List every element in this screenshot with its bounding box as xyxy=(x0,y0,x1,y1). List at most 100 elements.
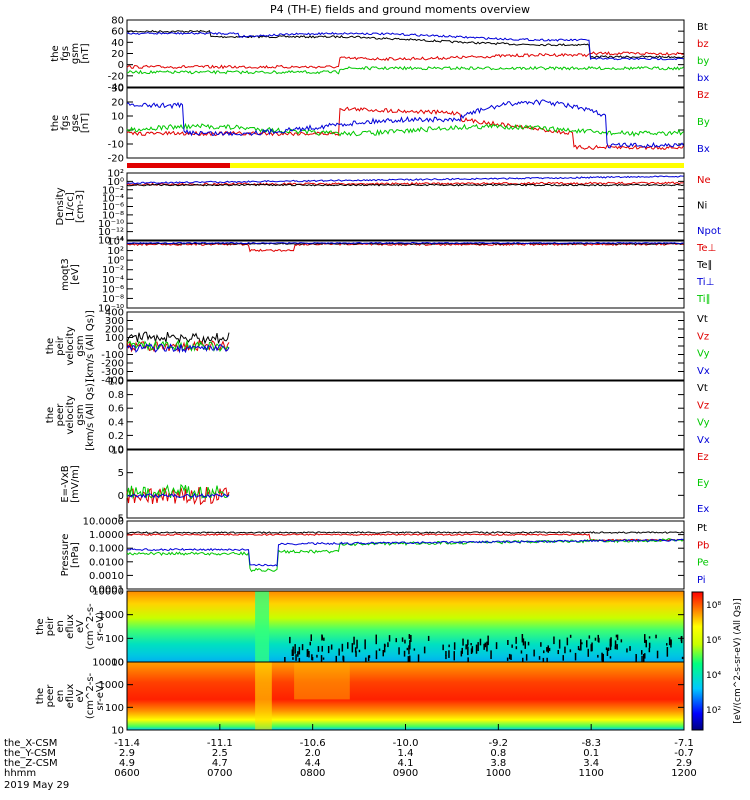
heatmap-speck xyxy=(620,639,623,643)
y-tick-label: 0.0100 xyxy=(89,557,124,568)
xaxis-value: 4.9 xyxy=(119,758,135,769)
y-tick-label: 1000 xyxy=(99,610,124,621)
heatmap-speck xyxy=(581,642,583,645)
panel-frame xyxy=(126,19,685,88)
heatmap-speck xyxy=(460,650,463,657)
y-tick-label: 0 xyxy=(118,491,124,502)
series-Ez xyxy=(126,487,230,506)
panel-frame xyxy=(126,380,685,450)
panel-frame xyxy=(126,240,685,309)
series-bx xyxy=(126,31,684,61)
heatmap-speck xyxy=(466,644,469,647)
series-By xyxy=(126,122,684,138)
heatmap-speck xyxy=(477,642,479,652)
y-axis-label-line: sr-eV) xyxy=(95,681,106,710)
heatmap-speck xyxy=(298,646,301,655)
heatmap-speck xyxy=(644,653,646,659)
heatmap-speck xyxy=(574,652,577,661)
y-axis-label-line: the xyxy=(50,45,61,61)
y-tick-label: 10⁻¹² xyxy=(98,227,124,238)
heatmap-speck xyxy=(358,649,361,653)
y-axis-label-line: Density xyxy=(55,187,66,225)
heatmap-speck xyxy=(475,644,478,654)
xaxis-value: 0800 xyxy=(300,768,325,779)
heatmap-speck xyxy=(666,647,669,657)
colorbar-tick: 10⁴ xyxy=(706,671,721,681)
y-axis-label-line: fgs xyxy=(60,115,71,130)
legend-Vy: Vy xyxy=(697,418,710,429)
heatmap-speck xyxy=(629,646,631,651)
heatmap-speck xyxy=(515,646,518,650)
heatmap-speck xyxy=(656,650,659,659)
heatmap-speck xyxy=(292,646,294,656)
y-tick-label: 100 xyxy=(105,333,124,344)
y-tick-label: 10.0000 xyxy=(83,517,124,528)
heatmap-speck xyxy=(295,654,297,661)
heatmap-speck xyxy=(375,650,378,660)
heatmap-speck xyxy=(588,635,591,639)
y-tick-label: 20 xyxy=(111,49,124,60)
y-axis-label-line: gsm xyxy=(70,43,81,64)
y-axis-label-line: the xyxy=(35,618,46,634)
heatmap-speck xyxy=(383,643,386,653)
y-axis-label-line: eflux xyxy=(65,684,76,709)
heatmap-speck xyxy=(342,655,344,661)
heatmap-speck xyxy=(470,648,473,654)
xaxis-value: -8.3 xyxy=(581,738,601,749)
legend-Ez: Ez xyxy=(697,452,709,463)
y-tick-label: 300 xyxy=(105,316,124,327)
legend-Pt: Pt xyxy=(697,523,707,534)
series-Npot xyxy=(126,175,684,185)
xaxis-value: 3.8 xyxy=(490,758,506,769)
heatmap-speck xyxy=(601,654,604,665)
y-tick-label: 10⁴ xyxy=(107,237,124,248)
heatmap-speck xyxy=(321,645,323,652)
y-tick-label: 0 xyxy=(118,342,124,353)
y-tick-label: 10⁻⁴ xyxy=(102,194,124,205)
heatmap-speck xyxy=(356,639,358,649)
legend-Ti⊥: Ti⊥ xyxy=(696,277,714,288)
y-axis-label-line: (cm^2-s- xyxy=(85,603,96,650)
heatmap-speck xyxy=(540,642,542,647)
heatmap-speck xyxy=(645,639,647,648)
heatmap-speck xyxy=(292,657,294,660)
heatmap-speck xyxy=(378,648,381,651)
legend-Vz: Vz xyxy=(697,400,709,411)
heatmap-speck xyxy=(522,638,525,646)
y-tick-label: 10 xyxy=(111,112,124,123)
heatmap-speck xyxy=(578,648,581,651)
xaxis-value: -10.6 xyxy=(300,738,326,749)
heatmap-speck xyxy=(609,656,612,659)
heatmap-speck xyxy=(616,634,619,641)
heatmap-speck xyxy=(605,647,608,651)
y-axis-label: Pressure [nPa] xyxy=(60,534,81,577)
xaxis-value: -10.0 xyxy=(393,738,419,749)
y-tick-label: 10⁻⁸ xyxy=(102,294,124,305)
y-tick-label: 20 xyxy=(111,98,124,109)
heatmap-speck xyxy=(367,655,370,662)
y-tick-label: 10000 xyxy=(92,587,124,598)
heatmap-speck xyxy=(462,638,464,646)
panel-pressure: 10.0000 1.0000 0.1000 0.0100 0.0010 0.0001 Pre… xyxy=(60,517,709,596)
xaxis-value: 2.9 xyxy=(119,748,135,759)
y-tick-label: 10000 xyxy=(92,658,124,669)
legend-Vt: Vt xyxy=(697,314,708,325)
series-bz xyxy=(126,51,684,70)
xaxis-row-label: the_Y-CSM xyxy=(4,748,56,759)
y-tick-label: 0.2 xyxy=(108,431,124,442)
xaxis-value: 0600 xyxy=(114,768,139,779)
heatmap-speck xyxy=(351,643,354,653)
heatmap-speck xyxy=(291,649,294,657)
heatmap-speck xyxy=(569,649,572,653)
y-tick-label: 0.0001 xyxy=(89,585,124,596)
heatmap-speck xyxy=(465,644,467,650)
y-axis-label: Density [1/cc] [cm-3] xyxy=(55,187,86,225)
heatmap-speck xyxy=(401,637,404,642)
y-tick-label: 1.0 xyxy=(108,377,124,388)
heatmap-speck xyxy=(413,648,416,651)
series-Ni xyxy=(126,183,684,187)
heatmap-speck xyxy=(615,634,618,638)
heatmap-speck xyxy=(308,651,310,658)
colorbar-tick: 10⁶ xyxy=(706,636,721,646)
heatmap-speck xyxy=(548,647,551,652)
